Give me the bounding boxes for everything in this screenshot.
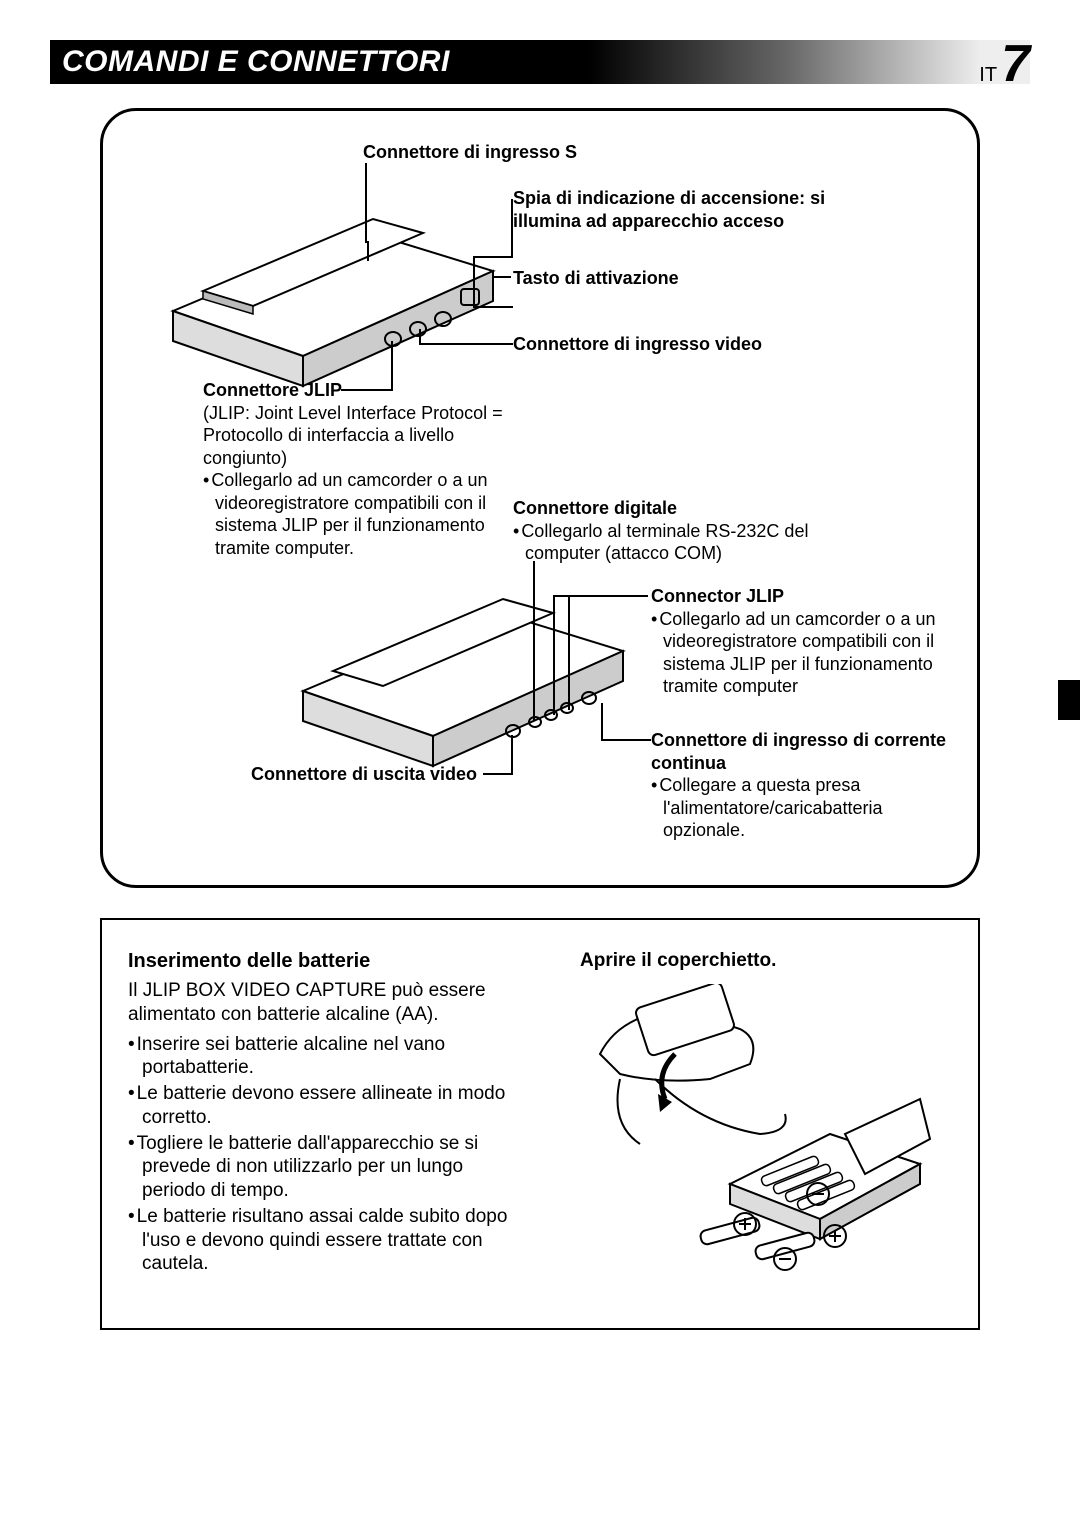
battery-item: Togliere le batterie dall'apparecchio se…: [128, 1132, 520, 1203]
header-bar: COMANDI E CONNETTORI IT 7: [50, 40, 1030, 84]
label-dc-in: Connettore di ingresso di corrente conti…: [651, 729, 951, 842]
page-number: 7: [1001, 34, 1030, 94]
label-digital: Connettore digitale Collegarlo al termin…: [513, 497, 863, 565]
leader-powerbtn-v: [473, 256, 475, 308]
device-bottom-illustration: [293, 581, 633, 781]
battery-item: Le batterie risultano assai calde subito…: [128, 1205, 520, 1276]
leader-vout-v: [511, 735, 513, 775]
leader-dc-h: [601, 739, 651, 741]
label-power-button: Tasto di attivazione: [513, 267, 679, 290]
battery-section: Inserimento delle batterie Il JLIP BOX V…: [100, 918, 980, 1330]
leader-jlipb-h2: [553, 595, 601, 597]
label-s-input: Connettore di ingresso S: [363, 141, 577, 164]
battery-illustration-panel: Aprire il coperchietto.: [560, 950, 952, 1278]
label-jlip-bottom: Connector JLIP Collegarlo ad un camcorde…: [651, 585, 941, 698]
leader-dc-v: [601, 703, 603, 741]
label-video-in: Connettore di ingresso video: [513, 333, 762, 356]
leader-jlip-top-h: [341, 389, 391, 391]
battery-intro: Il JLIP BOX VIDEO CAPTURE può essere ali…: [128, 979, 520, 1027]
page-lang: IT: [979, 64, 997, 87]
label-power-led: Spia di indicazione di accensione: si il…: [513, 187, 893, 232]
battery-item: Le batterie devono essere allineate in m…: [128, 1082, 520, 1130]
connectors-diagram: Connettore di ingresso S Spia di indicaz…: [100, 108, 980, 888]
battery-item: Inserire sei batterie alcaline nel vano …: [128, 1033, 520, 1081]
leader-vin: [443, 343, 513, 345]
battery-illustration: [560, 984, 940, 1274]
device-top-illustration: [163, 171, 503, 411]
leader-vin-v2: [419, 329, 421, 343]
leader-jlip-top-v: [391, 341, 393, 391]
leader-jlipb-v: [553, 595, 555, 715]
leader-s-input: [365, 163, 367, 243]
battery-list: Inserire sei batterie alcaline nel vano …: [128, 1033, 520, 1277]
battery-text: Inserimento delle batterie Il JLIP BOX V…: [128, 950, 520, 1278]
battery-title: Inserimento delle batterie: [128, 950, 520, 973]
leader-digital-v: [533, 561, 535, 721]
battery-right-title: Aprire il coperchietto.: [580, 950, 952, 972]
leader-pb: [493, 276, 511, 278]
leader-vout-h: [483, 773, 513, 775]
leader-powerbtn: [473, 306, 513, 308]
leader-led: [473, 256, 513, 258]
page-title: COMANDI E CONNETTORI: [62, 45, 450, 79]
label-jlip-top: Connettore JLIP (JLIP: Joint Level Inter…: [203, 379, 523, 559]
leader-vin-h2: [419, 343, 443, 345]
leader-jlipb-h: [598, 595, 648, 597]
side-tab: [1058, 680, 1080, 720]
label-video-out: Connettore di uscita video: [251, 763, 477, 786]
leader-jlipb-v2: [568, 595, 570, 710]
page-marker: IT 7: [979, 34, 1030, 94]
leader-led-v: [511, 199, 513, 258]
